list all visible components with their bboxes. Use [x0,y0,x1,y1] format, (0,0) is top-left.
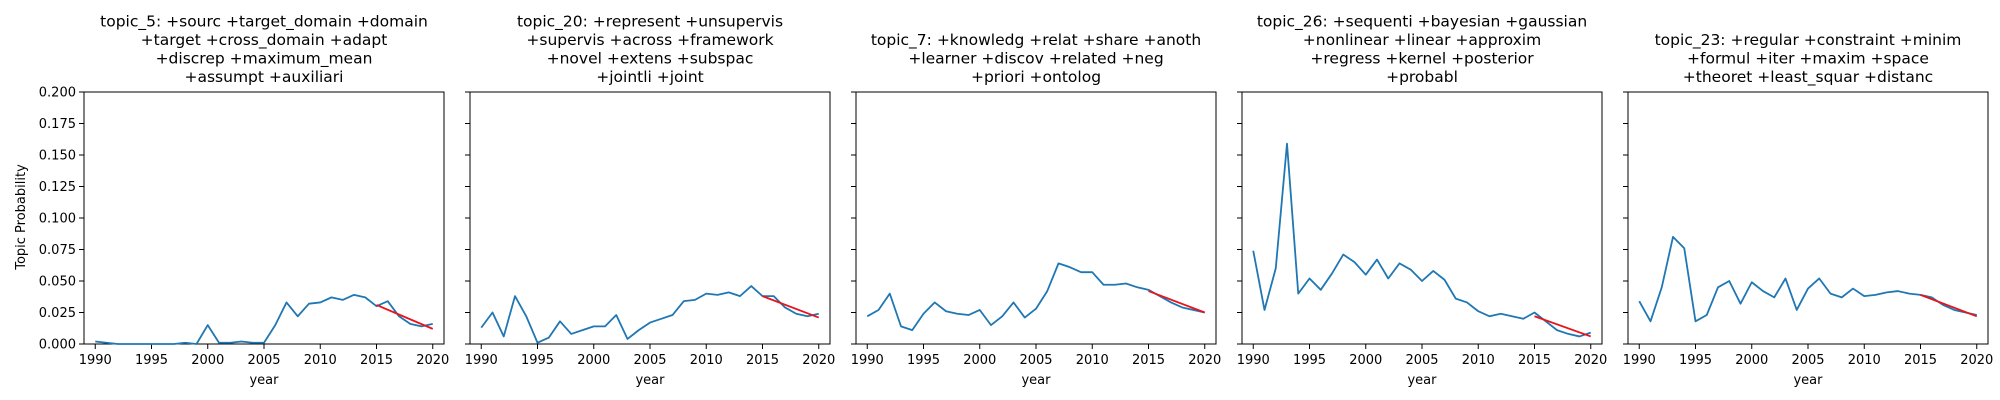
chart-title-line: +learner +discov +related +neg [908,50,1163,68]
x-axis-label: year [249,373,279,388]
x-tick-label: 2000 [191,353,224,368]
chart-panel-3: topic_7: +knowledg +relat +share +anoth+… [851,31,1222,388]
x-tick-label: 1990 [851,353,884,368]
x-tick-label: 1990 [1237,353,1270,368]
y-tick-label: 0.175 [39,117,76,132]
x-tick-label: 2005 [633,353,666,368]
x-tick-label: 2010 [1848,353,1881,368]
x-axis-label: year [1021,373,1051,388]
x-tick-label: 2015 [746,353,779,368]
chart-title-line: +nonlinear +linear +approxim [1303,31,1541,49]
y-tick-label: 0.125 [39,180,76,195]
x-tick-label: 2010 [304,353,337,368]
x-tick-label: 1990 [465,353,498,368]
x-tick-label: 1990 [1623,353,1656,368]
x-tick-label: 1995 [907,353,940,368]
chart-title-line: +theoret +least_squar +distanc [1683,68,1933,87]
trend-line [762,295,820,319]
trend-line [1920,294,1978,318]
y-axis-label: Topic Probability [14,164,29,271]
chart-title-line: +target +cross_domain +adapt [141,31,388,50]
chart-panel-5: topic_23: +regular +constraint +minim+fo… [1623,31,1994,388]
x-tick-label: 1995 [135,353,168,368]
trend-line [1534,315,1592,338]
x-tick-label: 2020 [1188,353,1221,368]
series-line [480,285,819,344]
chart-title-line: +discrep +maximum_mean [156,50,373,69]
chart-title-line: +priori +ontolog [971,68,1101,86]
chart-title-line: +supervis +across +framework [526,31,773,49]
chart-title-line: +formul +iter +maxim +space [1687,50,1929,68]
y-tick-label: 0.025 [39,306,76,321]
x-tick-label: 2020 [802,353,835,368]
x-tick-label: 2020 [1574,353,1607,368]
chart-title-line: +regress +kernel +posterior [1310,50,1534,68]
x-tick-label: 1995 [1293,353,1326,368]
x-tick-label: 2010 [690,353,723,368]
x-tick-label: 2005 [247,353,280,368]
x-tick-label: 2010 [1076,353,1109,368]
series-line [1252,142,1592,338]
chart-title-line: topic_5: +sourc +target_domain +domain [100,13,428,32]
y-tick-label: 0.150 [39,149,76,164]
chart-panel-2: topic_20: +represent +unsupervis+supervi… [465,13,836,389]
x-tick-label: 1995 [521,353,554,368]
x-tick-label: 2000 [1349,353,1382,368]
x-tick-label: 1990 [79,353,112,368]
x-tick-label: 2000 [963,353,996,368]
x-tick-label: 2015 [1904,353,1937,368]
y-tick-label: 0.000 [39,338,76,353]
plot-frame [1241,91,1603,345]
x-tick-label: 2020 [416,353,449,368]
x-tick-label: 2005 [1791,353,1824,368]
series-line [866,262,1205,332]
x-axis-label: year [1793,373,1823,388]
trend-line [1148,290,1206,314]
chart-title-line: topic_20: +represent +unsupervis [517,13,783,32]
y-tick-label: 0.075 [39,243,76,258]
x-axis-label: year [1407,373,1437,388]
plot-frame [855,91,1217,345]
chart-title-line: topic_23: +regular +constraint +minim [1655,31,1962,50]
chart-panels: topic_5: +sourc +target_domain +domain+t… [39,13,1994,389]
series-line [95,293,433,345]
chart-title-line: +probabl [1386,68,1458,86]
plot-frame [83,91,445,345]
y-tick-label: 0.100 [39,212,76,227]
chart-panel-1: topic_5: +sourc +target_domain +domain+t… [39,13,450,389]
chart-title-line: topic_7: +knowledg +relat +share +anoth [871,31,1201,50]
chart-panel-4: topic_26: +sequenti +bayesian +gaussian+… [1237,13,1608,389]
x-tick-label: 2015 [1132,353,1165,368]
x-tick-label: 2015 [360,353,393,368]
x-axis-label: year [635,373,665,388]
series-line [1638,235,1977,323]
x-tick-label: 2000 [577,353,610,368]
chart-title-line: topic_26: +sequenti +bayesian +gaussian [1257,13,1587,32]
trend-line [376,304,434,330]
x-tick-label: 2000 [1735,353,1768,368]
y-tick-label: 0.050 [39,275,76,290]
chart-title-line: +assumpt +auxiliari [185,68,344,86]
x-tick-label: 2020 [1960,353,1993,368]
x-tick-label: 2010 [1462,353,1495,368]
y-tick-label: 0.200 [39,86,76,101]
x-tick-label: 2005 [1019,353,1052,368]
x-tick-label: 2015 [1518,353,1551,368]
x-tick-label: 1995 [1679,353,1712,368]
chart-title-line: +novel +extens +subspac [547,50,754,68]
x-tick-label: 2005 [1405,353,1438,368]
plot-frame [469,91,831,345]
plot-frame [1627,91,1989,345]
chart-title-line: +jointli +joint [596,68,704,86]
